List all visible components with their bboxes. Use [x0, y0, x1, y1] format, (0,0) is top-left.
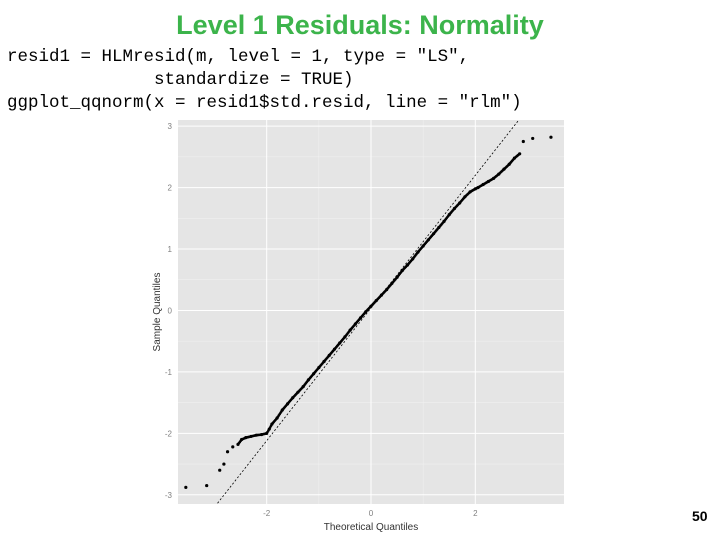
qq-plot: -3 -2 -1 0 1 2 3 -2 0 2 Theoretical Quantiles Sampl…	[152, 120, 564, 533]
code-line: standardize = TRUE)	[7, 70, 354, 90]
data-point	[441, 221, 445, 224]
y-tick-label: 3	[168, 122, 173, 131]
data-point	[239, 439, 243, 443]
data-point	[410, 258, 414, 262]
data-point	[231, 445, 235, 449]
data-point	[264, 432, 268, 435]
data-point	[274, 417, 278, 421]
data-point	[205, 483, 209, 488]
code-line: resid1 = HLMresid(m, level = 1, type = "…	[7, 47, 470, 67]
data-point	[267, 429, 270, 432]
data-point	[521, 139, 525, 144]
data-point	[436, 227, 440, 230]
data-point	[462, 196, 466, 200]
x-tick-label: 0	[369, 509, 374, 518]
x-axis-title: Theoretical Quantiles	[324, 522, 419, 533]
data-point	[301, 386, 304, 389]
data-point	[285, 403, 288, 407]
data-point	[531, 136, 535, 141]
y-tick-label: -1	[165, 368, 173, 377]
data-point	[269, 424, 273, 428]
y-tick-label: 1	[168, 245, 173, 254]
data-point	[447, 214, 450, 218]
data-point	[389, 283, 393, 286]
data-point	[405, 264, 408, 268]
x-tick-label: 2	[473, 509, 478, 518]
data-point	[368, 305, 372, 309]
data-point	[517, 153, 521, 156]
data-point	[400, 270, 403, 273]
page-number: 50	[692, 508, 708, 524]
data-point	[394, 277, 398, 280]
data-point	[452, 208, 455, 211]
code-line: ggplot_qqnorm(x = resid1$std.resid, line…	[7, 93, 522, 113]
data-point	[379, 294, 382, 298]
data-point	[420, 245, 424, 249]
data-point	[280, 410, 283, 413]
data-point	[222, 462, 226, 466]
data-point	[311, 373, 315, 377]
data-point	[374, 300, 377, 303]
y-tick-label: 0	[168, 306, 173, 315]
data-point	[384, 289, 388, 292]
data-point	[337, 342, 341, 346]
data-point	[353, 323, 356, 327]
data-point	[295, 391, 299, 395]
data-point	[347, 329, 351, 333]
x-tick-label: -2	[263, 509, 271, 518]
data-point	[512, 157, 515, 161]
data-point	[431, 233, 435, 236]
y-tick-label: -3	[165, 491, 173, 500]
data-point	[501, 168, 505, 172]
data-point	[316, 367, 320, 370]
data-point	[342, 336, 346, 340]
data-point	[457, 202, 461, 206]
data-point	[184, 485, 188, 490]
data-point	[290, 397, 294, 401]
y-tick-label: 2	[168, 184, 173, 193]
data-point	[218, 468, 222, 472]
data-point	[327, 355, 330, 358]
data-point	[363, 311, 367, 315]
code-block: resid1 = HLMresid(m, level = 1, type = "…	[7, 46, 522, 115]
data-point	[507, 163, 510, 167]
data-point	[321, 361, 325, 364]
data-point	[426, 239, 429, 243]
slide-title: Level 1 Residuals: Normality	[176, 10, 544, 40]
data-point	[225, 450, 230, 454]
data-point	[358, 317, 361, 321]
data-point	[496, 173, 500, 177]
data-point	[415, 251, 419, 255]
y-axis-title: Sample Quantiles	[152, 273, 163, 352]
data-point	[306, 379, 309, 383]
data-point	[549, 135, 553, 139]
data-point	[332, 348, 335, 352]
y-tick-label: -2	[165, 429, 173, 438]
